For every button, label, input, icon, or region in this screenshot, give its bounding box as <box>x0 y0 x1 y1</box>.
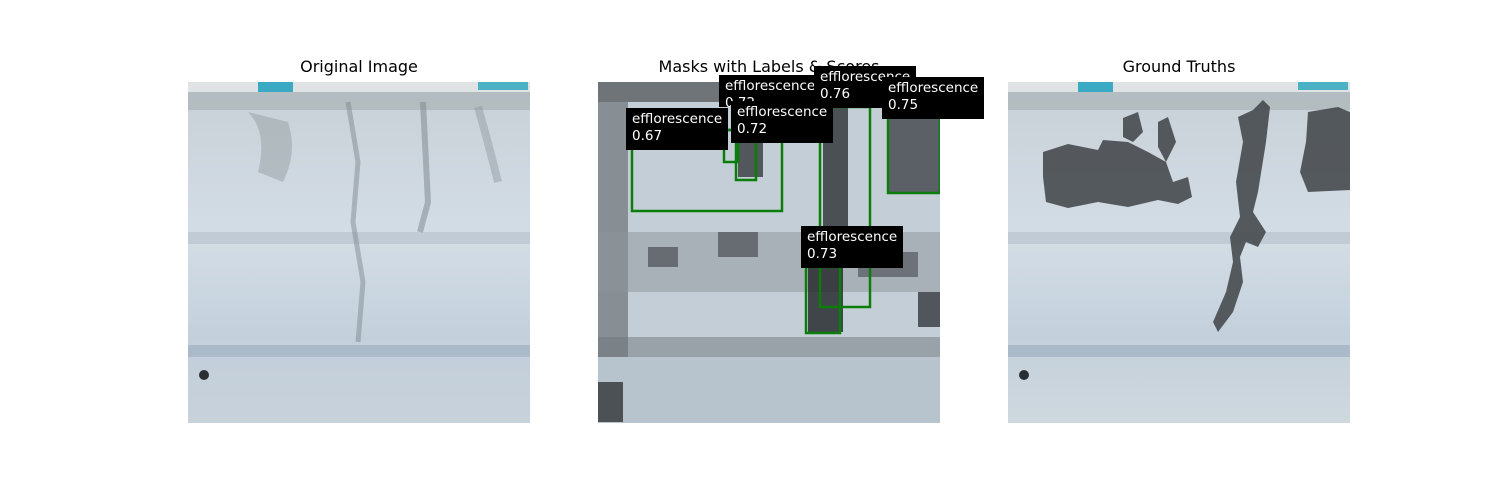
detection-label: efflorescence 0.73 <box>801 226 904 268</box>
detection-class: efflorescence <box>888 80 979 96</box>
original-image <box>188 82 530 423</box>
original-image-title: Original Image <box>300 57 418 76</box>
ground-truth-image <box>1008 82 1350 423</box>
detection-label: efflorescence 0.72 <box>731 101 834 143</box>
detection-score: 0.75 <box>888 97 919 113</box>
detection-score: 0.73 <box>807 246 838 262</box>
detection-label: efflorescence 0.75 <box>882 77 985 119</box>
masks-image: efflorescence 0.67 efflorescence 0.72 ef… <box>598 66 985 423</box>
ground-truth-mask <box>1043 100 1350 332</box>
detection-score: 0.76 <box>820 86 851 102</box>
detection-score: 0.72 <box>737 121 768 137</box>
detection-class: efflorescence <box>737 104 828 120</box>
detection-class: efflorescence <box>807 229 898 245</box>
detection-class: efflorescence <box>632 111 723 127</box>
detection-class: efflorescence <box>725 78 816 94</box>
detection-label: efflorescence 0.67 <box>626 108 729 150</box>
detection-score: 0.67 <box>632 128 663 144</box>
ground-truth-title: Ground Truths <box>1122 57 1236 76</box>
